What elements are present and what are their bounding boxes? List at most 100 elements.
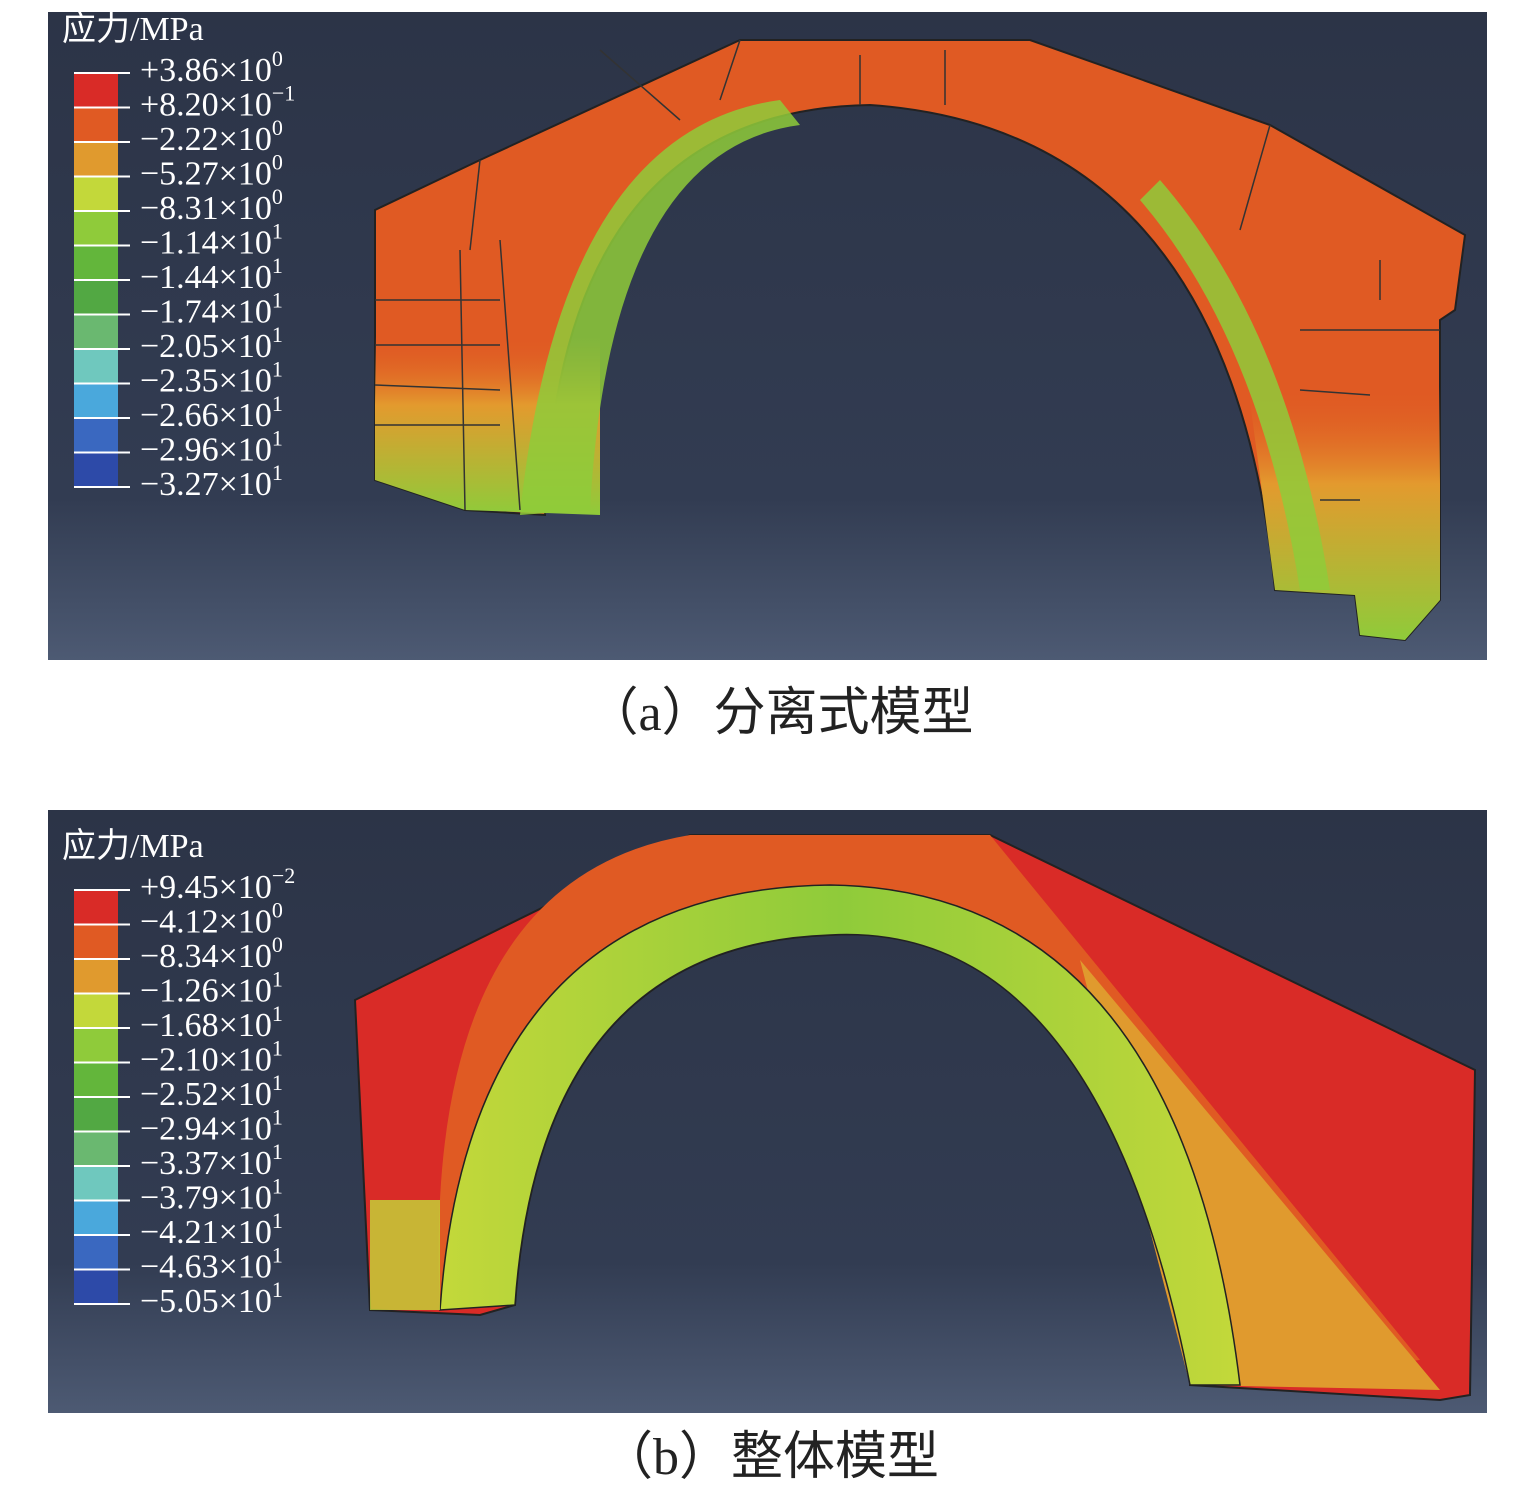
panel-caption: （a）分离式模型 bbox=[586, 685, 973, 742]
legend-swatch bbox=[74, 1235, 118, 1270]
legend-label: −3.27×101 bbox=[140, 460, 283, 503]
label-exponent: 1 bbox=[272, 1139, 283, 1164]
label-mantissa: −4.63×10 bbox=[140, 1248, 272, 1285]
block-joints bbox=[374, 39, 1440, 511]
label-exponent: 0 bbox=[272, 115, 283, 140]
label-mantissa: +3.86×10 bbox=[140, 52, 272, 89]
label-mantissa: −8.34×10 bbox=[140, 938, 272, 975]
legend-swatch bbox=[74, 211, 118, 246]
label-exponent: −2 bbox=[272, 863, 295, 888]
legend-label: −1.74×101 bbox=[140, 288, 283, 331]
label-mantissa: −8.31×10 bbox=[140, 190, 272, 227]
label-mantissa: −4.12×10 bbox=[140, 903, 272, 940]
legend-label: −1.26×101 bbox=[140, 967, 283, 1010]
legend-swatch bbox=[74, 452, 118, 488]
legend-label: −3.79×101 bbox=[140, 1174, 283, 1217]
legend-swatch bbox=[74, 1166, 118, 1201]
label-exponent: 1 bbox=[272, 1174, 283, 1199]
legend-label: −2.96×101 bbox=[140, 426, 283, 469]
label-exponent: 1 bbox=[272, 253, 283, 278]
legend-swatch bbox=[74, 1131, 118, 1167]
label-mantissa: +9.45×10 bbox=[140, 869, 272, 906]
label-mantissa: −5.27×10 bbox=[140, 155, 272, 192]
legend-title: 应力/MPa bbox=[62, 827, 204, 865]
label-mantissa: −2.05×10 bbox=[140, 328, 272, 365]
legend-swatch bbox=[74, 418, 118, 453]
arch-ring-zone bbox=[1140, 180, 1330, 590]
label-exponent: −1 bbox=[272, 81, 295, 106]
label-exponent: 1 bbox=[272, 426, 283, 451]
legend-label: −4.63×101 bbox=[140, 1243, 283, 1286]
legend-swatch bbox=[74, 993, 118, 1029]
label-exponent: 0 bbox=[272, 184, 283, 209]
legend-label: −2.22×100 bbox=[140, 115, 283, 158]
legend-swatch bbox=[74, 245, 118, 281]
legend-swatch bbox=[74, 73, 118, 108]
legend-label: −2.05×101 bbox=[140, 322, 283, 365]
legend-swatch bbox=[74, 142, 118, 177]
label-mantissa: −5.05×10 bbox=[140, 1283, 272, 1320]
label-mantissa: −2.94×10 bbox=[140, 1110, 272, 1147]
label-exponent: 1 bbox=[272, 322, 283, 347]
label-mantissa: −1.74×10 bbox=[140, 293, 272, 330]
legend-swatch bbox=[74, 959, 118, 994]
label-mantissa: −2.10×10 bbox=[140, 1041, 272, 1078]
legend: 应力/MPa+3.86×100+8.20×10−1−2.22×100−5.27×… bbox=[62, 10, 295, 503]
label-exponent: 0 bbox=[272, 898, 283, 923]
legend-label: −1.68×101 bbox=[140, 1001, 283, 1044]
legend-swatch bbox=[74, 107, 118, 143]
legend-label: +9.45×10−2 bbox=[140, 863, 295, 906]
label-mantissa: +8.20×10 bbox=[140, 86, 272, 123]
legend-swatch bbox=[74, 176, 118, 212]
legend-label: −2.10×101 bbox=[140, 1036, 283, 1079]
legend-swatch bbox=[74, 1269, 118, 1305]
label-exponent: 1 bbox=[272, 1105, 283, 1130]
arch-ring bbox=[439, 884, 1241, 1386]
stress-zone bbox=[370, 1200, 440, 1310]
legend-label: −3.37×101 bbox=[140, 1139, 283, 1182]
legend-title: 应力/MPa bbox=[62, 10, 204, 48]
label-exponent: 1 bbox=[272, 1277, 283, 1302]
legend: 应力/MPa+9.45×10−2−4.12×100−8.34×100−1.26×… bbox=[62, 827, 295, 1320]
label-exponent: 1 bbox=[272, 1070, 283, 1095]
legend-label: −1.14×101 bbox=[140, 219, 283, 262]
legend-label: −4.21×101 bbox=[140, 1208, 283, 1251]
legend-swatch bbox=[74, 280, 118, 315]
label-exponent: 0 bbox=[272, 46, 283, 71]
label-mantissa: −2.52×10 bbox=[140, 1076, 272, 1113]
legend-label: −2.94×101 bbox=[140, 1105, 283, 1148]
legend-label: −2.35×101 bbox=[140, 357, 283, 400]
label-exponent: 1 bbox=[272, 1243, 283, 1268]
legend-swatch bbox=[74, 1062, 118, 1098]
legend-label: −2.52×101 bbox=[140, 1070, 283, 1113]
label-mantissa: −2.35×10 bbox=[140, 362, 272, 399]
label-exponent: 1 bbox=[272, 460, 283, 485]
label-exponent: 1 bbox=[272, 967, 283, 992]
label-exponent: 1 bbox=[272, 1001, 283, 1026]
legend-swatch bbox=[74, 349, 118, 384]
legend-label: −5.05×101 bbox=[140, 1277, 283, 1320]
label-mantissa: −1.44×10 bbox=[140, 259, 272, 296]
label-exponent: 0 bbox=[272, 150, 283, 175]
legend-swatch bbox=[74, 383, 118, 419]
legend-label: +8.20×10−1 bbox=[140, 81, 295, 124]
legend-label: −8.34×100 bbox=[140, 932, 283, 975]
label-exponent: 1 bbox=[272, 288, 283, 313]
panel-caption: （b）整体模型 bbox=[601, 1429, 939, 1486]
label-mantissa: −3.37×10 bbox=[140, 1145, 272, 1182]
label-exponent: 1 bbox=[272, 1208, 283, 1233]
stress-zone bbox=[1230, 250, 1440, 640]
legend-label: −5.27×100 bbox=[140, 150, 283, 193]
label-exponent: 0 bbox=[272, 932, 283, 957]
label-mantissa: −2.66×10 bbox=[140, 397, 272, 434]
label-mantissa: −3.79×10 bbox=[140, 1179, 272, 1216]
legend-swatch bbox=[74, 1200, 118, 1236]
legend-swatch bbox=[74, 890, 118, 925]
legend-label: −8.31×100 bbox=[140, 184, 283, 227]
legend-label: −4.12×100 bbox=[140, 898, 283, 941]
legend-label: +3.86×100 bbox=[140, 46, 283, 89]
label-mantissa: −2.96×10 bbox=[140, 431, 272, 468]
legend-swatch bbox=[74, 1028, 118, 1063]
